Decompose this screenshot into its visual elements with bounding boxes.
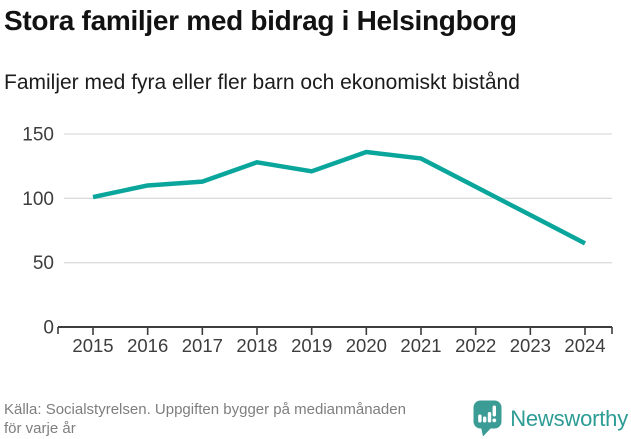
y-axis-tick-label: 100 (22, 189, 54, 210)
x-axis-tick-label: 2024 (564, 335, 605, 356)
x-axis-tick-label: 2022 (455, 335, 496, 356)
line-chart: 0 50 100 150 2015 2016 2017 2018 2019 2020 2021 202… (22, 125, 613, 356)
y-axis-tick-label: 150 (22, 125, 54, 146)
x-axis-tick-label: 2016 (127, 335, 168, 356)
x-axis-tick-label: 2019 (291, 335, 332, 356)
newsworthy-logo[interactable]: Newsworthy (473, 400, 628, 437)
x-axis-tick-label: 2018 (236, 335, 277, 356)
y-axis-tick-label: 50 (33, 253, 54, 274)
x-axis-tick-label: 2017 (182, 335, 223, 356)
chart-title: Stora familjer med bidrag i Helsingborg (4, 5, 517, 36)
data-line-series (92, 149, 587, 246)
source-note-line2: för varje år (4, 420, 76, 437)
newsworthy-logo-text: Newsworthy (510, 405, 628, 431)
x-axis-tick-label: 2021 (400, 335, 441, 356)
y-axis-tick-label: 0 (43, 318, 54, 339)
x-axis-tick-label: 2023 (510, 335, 551, 356)
x-axis-tick-label: 2020 (346, 335, 387, 356)
x-axis-tick-label: 2015 (72, 335, 113, 356)
chart-subtitle: Familjer med fyra eller fler barn och ek… (4, 71, 520, 94)
source-note-line1: Källa: Socialstyrelsen. Uppgiften bygger… (4, 401, 406, 418)
newsworthy-speech-bubble-bar-chart-icon (473, 400, 502, 437)
source-note: Källa: Socialstyrelsen. Uppgiften bygger… (4, 400, 474, 438)
